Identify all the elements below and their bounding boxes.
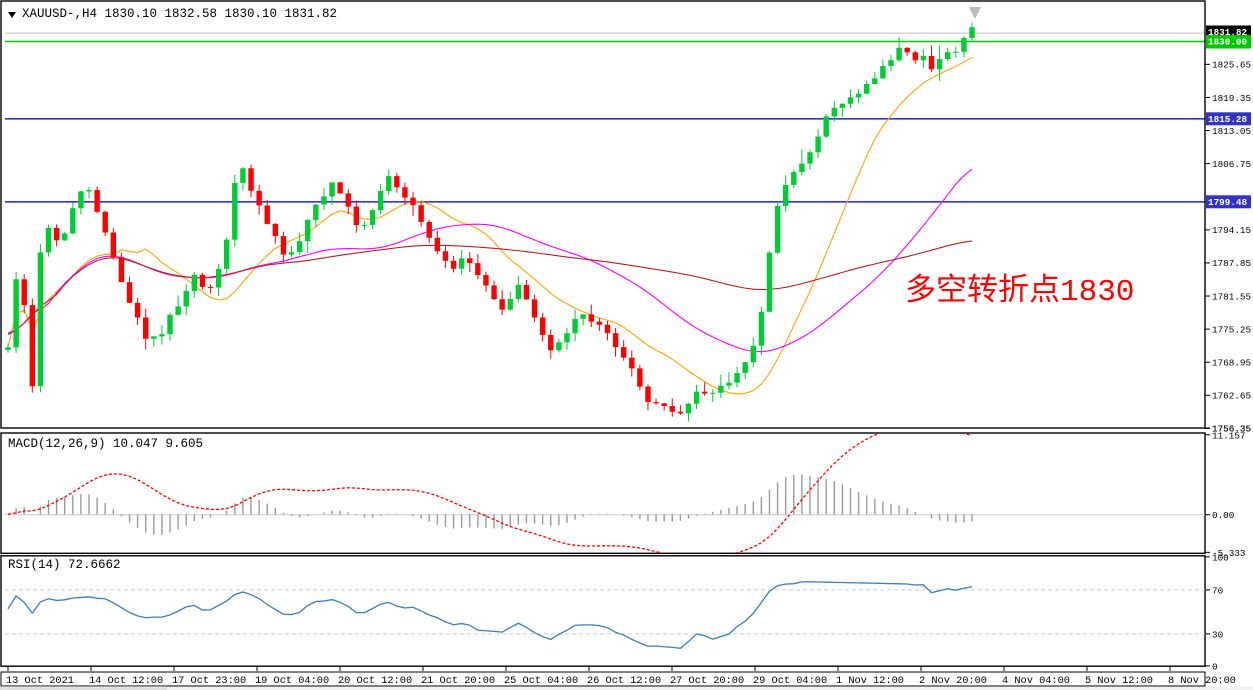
svg-text:0: 0 [1212,661,1218,672]
svg-text:多空转折点1830: 多空转折点1830 [905,273,1134,310]
svg-text:1787.85: 1787.85 [1212,258,1251,269]
svg-text:19 Oct 04:00: 19 Oct 04:00 [255,675,329,687]
svg-text:1806.75: 1806.75 [1212,159,1251,170]
svg-text:29 Oct 04:00: 29 Oct 04:00 [753,675,827,687]
svg-text:70: 70 [1212,585,1223,596]
svg-text:1775.25: 1775.25 [1212,324,1251,335]
svg-text:30: 30 [1212,629,1223,640]
svg-text:27 Oct 20:00: 27 Oct 20:00 [670,675,744,687]
svg-text:MACD(12,26,9) 10.047 9.605: MACD(12,26,9) 10.047 9.605 [8,437,203,451]
svg-text:1768.95: 1768.95 [1212,358,1251,369]
svg-text:RSI(14) 72.6662: RSI(14) 72.6662 [8,558,121,572]
svg-text:0.00: 0.00 [1212,510,1234,521]
svg-text:25 Oct 04:00: 25 Oct 04:00 [504,675,578,687]
svg-text:26 Oct 12:00: 26 Oct 12:00 [587,675,661,687]
svg-text:1825.65: 1825.65 [1212,60,1251,71]
svg-text:100: 100 [1212,553,1229,564]
svg-text:1830.00: 1830.00 [1208,37,1247,48]
svg-text:1813.05: 1813.05 [1212,126,1251,137]
svg-text:2 Nov 20:00: 2 Nov 20:00 [919,675,987,687]
svg-text:20 Oct 12:00: 20 Oct 12:00 [338,675,412,687]
svg-text:17 Oct 23:00: 17 Oct 23:00 [172,675,246,687]
svg-text:4 Nov 04:00: 4 Nov 04:00 [1002,675,1070,687]
svg-text:21 Oct 20:00: 21 Oct 20:00 [421,675,495,687]
svg-text:XAUUSD-,H4 1830.10 1832.58 18: XAUUSD-,H4 1830.10 1832.58 1830.10 1831.… [22,7,337,21]
svg-text:1781.55: 1781.55 [1212,291,1251,302]
svg-text:14 Oct 12:00: 14 Oct 12:00 [89,675,163,687]
svg-text:8 Nov 20:00: 8 Nov 20:00 [1168,675,1236,687]
svg-text:1819.35: 1819.35 [1212,93,1251,104]
svg-text:1756.35: 1756.35 [1212,424,1251,435]
svg-text:1794.15: 1794.15 [1212,225,1251,236]
svg-text:13 Oct 2021: 13 Oct 2021 [6,675,74,687]
svg-text:1815.28: 1815.28 [1208,114,1247,125]
svg-text:1799.48: 1799.48 [1208,197,1247,208]
svg-text:1762.65: 1762.65 [1212,391,1251,402]
svg-text:5 Nov 12:00: 5 Nov 12:00 [1085,675,1153,687]
svg-text:1 Nov 12:00: 1 Nov 12:00 [836,675,904,687]
